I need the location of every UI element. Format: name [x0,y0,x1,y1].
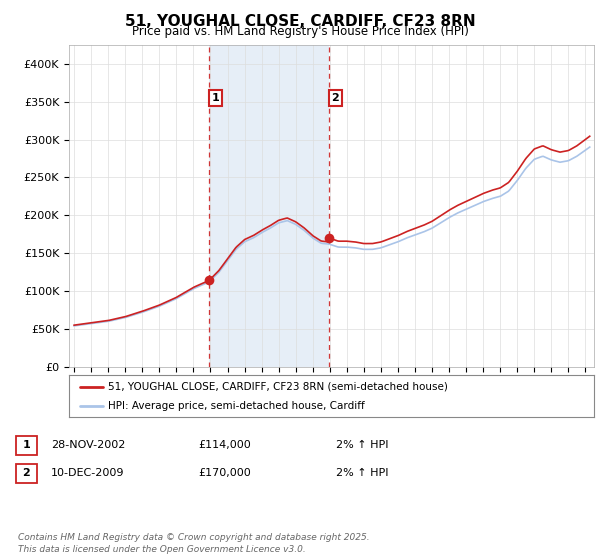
Text: HPI: Average price, semi-detached house, Cardiff: HPI: Average price, semi-detached house,… [109,401,365,411]
Text: 1: 1 [212,93,220,103]
Bar [209,45,329,367]
Text: £114,000: £114,000 [198,440,251,450]
Text: 51, YOUGHAL CLOSE, CARDIFF, CF23 8RN: 51, YOUGHAL CLOSE, CARDIFF, CF23 8RN [125,14,475,29]
Text: Price paid vs. HM Land Registry's House Price Index (HPI): Price paid vs. HM Land Registry's House … [131,25,469,39]
Text: Contains HM Land Registry data © Crown copyright and database right 2025.
This d: Contains HM Land Registry data © Crown c… [18,533,370,554]
Text: £170,000: £170,000 [198,468,251,478]
Text: 10-DEC-2009: 10-DEC-2009 [51,468,125,478]
Text: 2: 2 [331,93,339,103]
Text: 51, YOUGHAL CLOSE, CARDIFF, CF23 8RN (semi-detached house): 51, YOUGHAL CLOSE, CARDIFF, CF23 8RN (se… [109,381,448,391]
Text: 2: 2 [23,468,30,478]
Text: 28-NOV-2002: 28-NOV-2002 [51,440,125,450]
Text: 2% ↑ HPI: 2% ↑ HPI [336,440,389,450]
Text: 1: 1 [23,440,30,450]
Text: 2% ↑ HPI: 2% ↑ HPI [336,468,389,478]
